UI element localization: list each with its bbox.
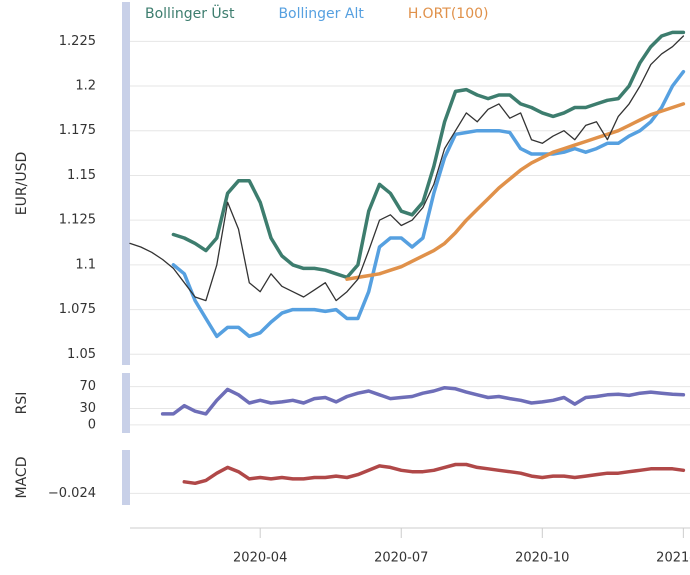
- series-line: [171, 30, 686, 280]
- y-tick-label: 1.1: [75, 257, 96, 272]
- axis-band: [122, 373, 130, 433]
- y-tick-label: 1.2: [75, 79, 96, 94]
- y-tick-label: −0.024: [48, 486, 96, 501]
- y-tick-label: 0: [88, 417, 96, 432]
- y-tick-label: 1.125: [59, 213, 96, 228]
- series-line: [160, 385, 686, 416]
- price-line: [129, 35, 685, 302]
- y-axis-label: RSI: [14, 392, 30, 415]
- x-tick-label: 2021-01: [656, 551, 690, 566]
- legend-entry: Bollinger Alt: [278, 6, 364, 22]
- y-tick-label: 1.225: [59, 34, 96, 49]
- y-axis-label: EUR/USD: [14, 152, 30, 215]
- legend-entry: Bollinger Üst: [145, 4, 235, 22]
- y-tick-label: 1.05: [67, 347, 96, 362]
- y-tick-label: 1.175: [59, 123, 96, 138]
- y-tick-label: 30: [79, 401, 96, 416]
- series-line: [171, 69, 686, 339]
- x-tick-label: 2020-07: [374, 551, 428, 566]
- x-tick-label: 2020-04: [233, 551, 287, 566]
- y-tick-label: 1.075: [59, 302, 96, 317]
- x-tick-label: 2020-10: [515, 551, 569, 566]
- y-tick-label: 1.15: [67, 168, 96, 183]
- legend-entry: H.ORT(100): [408, 6, 489, 22]
- y-tick-label: 70: [79, 379, 96, 394]
- series-line: [182, 462, 686, 486]
- axis-band: [122, 450, 130, 505]
- y-axis-label: MACD: [14, 457, 30, 499]
- axis-band: [122, 2, 130, 365]
- series-line: [345, 102, 686, 281]
